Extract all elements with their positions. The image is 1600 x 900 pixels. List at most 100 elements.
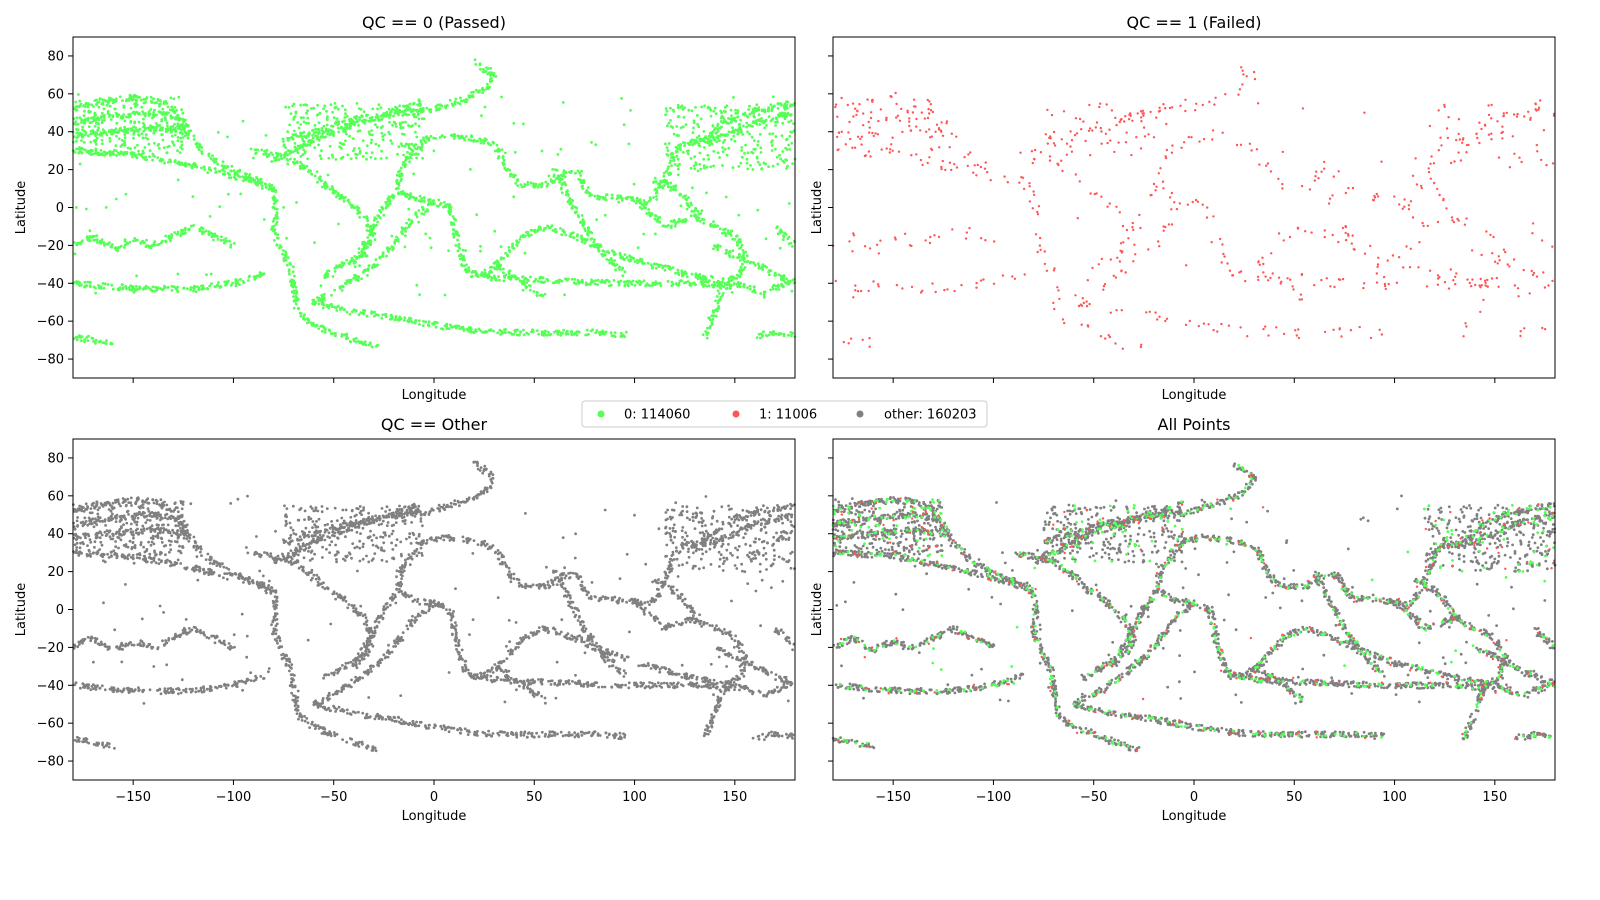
scatter-point: [417, 209, 421, 212]
scatter-point: [363, 342, 366, 346]
scatter-point: [901, 130, 904, 134]
scatter-point: [749, 164, 752, 167]
scatter-point: [284, 146, 287, 149]
scatter-point: [702, 285, 705, 288]
scatter-point: [550, 224, 554, 228]
scatter-point: [223, 170, 227, 173]
scatter-point: [707, 157, 710, 161]
scatter-point: [745, 121, 749, 125]
scatter-point: [534, 277, 538, 281]
scatter-point: [789, 331, 793, 334]
scatter-point: [739, 265, 743, 269]
scatter-point: [753, 291, 757, 294]
scatter-point: [545, 278, 549, 281]
scatter-point: [417, 319, 421, 323]
scatter-point: [344, 130, 347, 133]
scatter-point: [170, 289, 174, 292]
scatter-point: [1256, 275, 1260, 278]
scatter-point: [724, 133, 727, 136]
scatter-point: [645, 201, 649, 205]
scatter-point: [321, 296, 324, 300]
scatter-point: [783, 231, 786, 235]
scatter-point: [357, 251, 361, 255]
scatter-point: [398, 317, 401, 320]
scatter-point: [1201, 203, 1204, 206]
scatter-point: [781, 114, 784, 118]
scatter-point: [595, 218, 598, 222]
scatter-point: [288, 272, 291, 276]
scatter-point: [620, 97, 623, 100]
scatter-point: [417, 109, 421, 112]
scatter-point: [670, 280, 674, 284]
scatter-point: [1184, 109, 1187, 113]
scatter-point: [381, 138, 385, 142]
scatter-point: [333, 270, 337, 273]
scatter-point: [608, 284, 611, 288]
scatter-point: [408, 147, 412, 150]
scatter-point: [642, 279, 646, 283]
scatter-point: [950, 168, 953, 172]
scatter-point: [533, 183, 537, 187]
scatter-point: [731, 255, 735, 259]
scatter-point: [124, 285, 128, 288]
scatter-point: [1523, 115, 1526, 118]
scatter-point: [157, 102, 161, 106]
scatter-point: [275, 215, 279, 218]
scatter-point: [117, 137, 121, 141]
scatter-point: [139, 98, 143, 102]
scatter-point: [109, 118, 113, 121]
scatter-point: [1205, 216, 1209, 219]
scatter-point: [540, 182, 544, 185]
scatter-point: [728, 250, 732, 253]
scatter-point: [80, 121, 83, 124]
scatter-point: [1080, 323, 1083, 326]
scatter-point: [927, 107, 930, 111]
scatter-point: [790, 289, 794, 293]
scatter-point: [644, 206, 647, 210]
scatter-point: [983, 167, 987, 170]
scatter-point: [979, 165, 983, 169]
scatter-point: [565, 190, 569, 194]
scatter-point: [227, 176, 231, 180]
scatter-point: [619, 334, 623, 338]
scatter-point: [236, 281, 239, 285]
scatter-point: [535, 294, 539, 297]
scatter-point: [377, 144, 381, 148]
scatter-point: [398, 121, 402, 125]
y-tick-label: 60: [47, 87, 64, 102]
scatter-point: [412, 112, 416, 116]
scatter-point: [305, 144, 309, 147]
scatter-point: [501, 161, 505, 165]
scatter-point: [359, 254, 363, 258]
scatter-point: [874, 132, 877, 135]
scatter-point: [137, 120, 141, 124]
scatter-point: [440, 327, 443, 330]
scatter-point: [315, 134, 319, 138]
scatter-point: [762, 330, 765, 334]
scatter-point: [133, 146, 137, 149]
scatter-point: [443, 201, 446, 204]
scatter-point: [524, 277, 528, 280]
scatter-point: [778, 332, 782, 335]
scatter-point: [760, 167, 764, 170]
scatter-point: [665, 169, 669, 173]
scatter-point: [900, 107, 903, 111]
scatter-point: [651, 283, 654, 287]
scatter-point: [104, 206, 108, 209]
scatter-point: [1219, 237, 1222, 241]
scatter-point: [612, 250, 616, 254]
scatter-point: [384, 112, 387, 116]
scatter-point: [1196, 200, 1200, 203]
scatter-point: [86, 105, 90, 109]
scatter-point: [366, 236, 370, 239]
scatter-point: [386, 250, 390, 253]
scatter-point: [1437, 277, 1440, 280]
scatter-point: [464, 249, 467, 253]
scatter-point: [948, 161, 952, 164]
scatter-point: [86, 339, 90, 342]
scatter-point: [272, 228, 275, 232]
scatter-point: [948, 146, 951, 149]
scatter-point: [732, 134, 736, 138]
scatter-point: [1036, 210, 1039, 214]
scatter-point: [756, 208, 760, 212]
